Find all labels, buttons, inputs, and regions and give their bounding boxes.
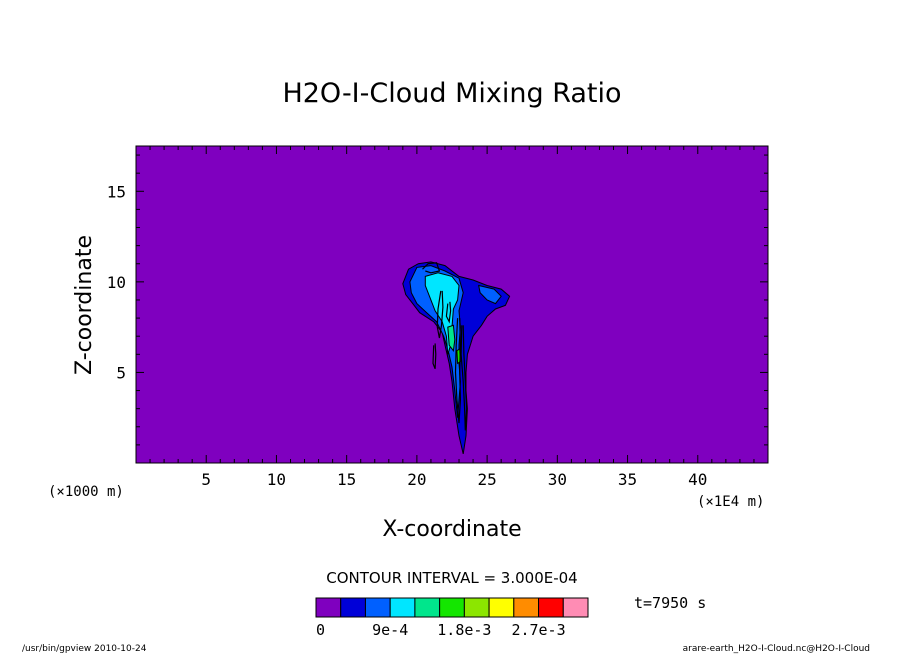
x-tick-label: 15 [337,470,356,489]
colorbar-tick-label: 0 [316,621,325,639]
y-tick-label: 15 [107,182,126,201]
y-tick-label: 5 [116,363,126,382]
x-tick-label: 20 [407,470,426,489]
colorbar-swatch-8 [513,597,540,618]
colorbar-swatch-5 [439,597,465,618]
x-tick-label: 5 [201,470,211,489]
colorbar-swatch-9 [538,597,564,618]
colorbar-swatch-3 [389,597,416,618]
contour-line-2 [436,290,444,339]
footer-right: arare-earth_H2O-I-Cloud.nc@H2O-I-Cloud [683,644,870,654]
colorbar-swatch-6 [463,597,490,618]
plot-area: 5 10 15 20 25 30 35 40 5 10 15 [107,145,769,489]
contour-line-3 [432,343,437,370]
x-scale-note: (×1E4 m) [697,494,764,510]
colorbar-swatch-7 [488,597,515,618]
x-tick-label: 30 [548,470,567,489]
colorbar-swatch-4 [414,597,441,618]
colorbar-swatch-1 [340,597,366,618]
x-tick-label: 35 [618,470,637,489]
plot-frame [135,145,769,464]
y-axis-label: Z-coordinate [72,235,97,375]
cloud-region-2 [478,284,502,305]
axis-ticks: 5 10 15 20 25 30 35 40 5 10 15 [107,146,768,489]
x-tick-label: 40 [688,470,707,489]
colorbar-tick-label: 9e-4 [372,621,408,639]
contour-lines [422,262,468,431]
colorbar-swatch-2 [364,597,391,618]
y-tick-label: 10 [107,273,126,292]
x-tick-label: 10 [267,470,286,489]
time-label: t=7950 s [634,594,706,612]
x-tick-label: 25 [477,470,496,489]
x-axis-label: X-coordinate [382,517,521,542]
colorbar-swatch-10 [562,597,589,618]
contour-line-1 [460,325,468,431]
contour-line-5 [422,262,441,274]
contour-line-4 [445,301,452,324]
colorbar-tick-label: 1.8e-3 [437,621,491,639]
colorbar-swatch-0 [315,597,342,618]
colorbar-tick-label: 2.7e-3 [511,621,565,639]
footer-left: /usr/bin/gpview 2010-10-24 [22,644,147,654]
colorbar: 0 9e-4 1.8e-3 2.7e-3 [315,597,589,639]
contour-line-0 [454,318,462,424]
cloud-region-4 [447,324,456,352]
chart-title: H2O-I-Cloud Mixing Ratio [282,78,621,109]
x-unit-label: (×1000 m) [48,484,124,500]
contour-interval-label: CONTOUR INTERVAL = 3.000E-04 [326,569,577,587]
